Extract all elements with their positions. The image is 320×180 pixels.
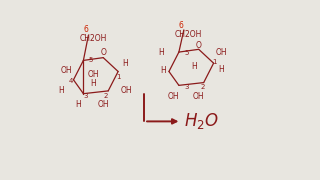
Text: 1: 1 [116,74,120,80]
Text: H: H [159,48,164,57]
Text: CH2OH: CH2OH [175,30,203,39]
Text: H: H [191,62,196,71]
Text: 2: 2 [201,84,205,90]
Text: 1: 1 [212,59,217,66]
Text: H: H [76,100,81,109]
Text: CH2OH: CH2OH [80,34,107,43]
Text: OH: OH [121,86,132,95]
Text: OH: OH [193,92,204,101]
Text: OH: OH [215,48,227,57]
Text: $H_2O$: $H_2O$ [184,111,219,131]
Text: 6: 6 [84,25,88,34]
Text: OH: OH [60,66,72,75]
Text: 5: 5 [89,57,93,63]
Text: H: H [58,86,64,95]
Text: O: O [100,48,106,57]
Text: OH: OH [97,100,109,109]
Text: OH: OH [168,92,180,101]
Text: 6: 6 [179,21,183,30]
Text: H: H [123,59,128,68]
Text: 2: 2 [104,93,108,99]
Text: H: H [218,65,224,74]
Text: H: H [91,79,96,88]
Text: 4: 4 [69,78,73,84]
Text: 5: 5 [184,50,188,56]
Text: H: H [160,66,166,75]
Text: O: O [196,41,202,50]
Text: 3: 3 [184,84,188,90]
Text: 3: 3 [84,93,88,99]
Text: OH: OH [87,70,99,79]
